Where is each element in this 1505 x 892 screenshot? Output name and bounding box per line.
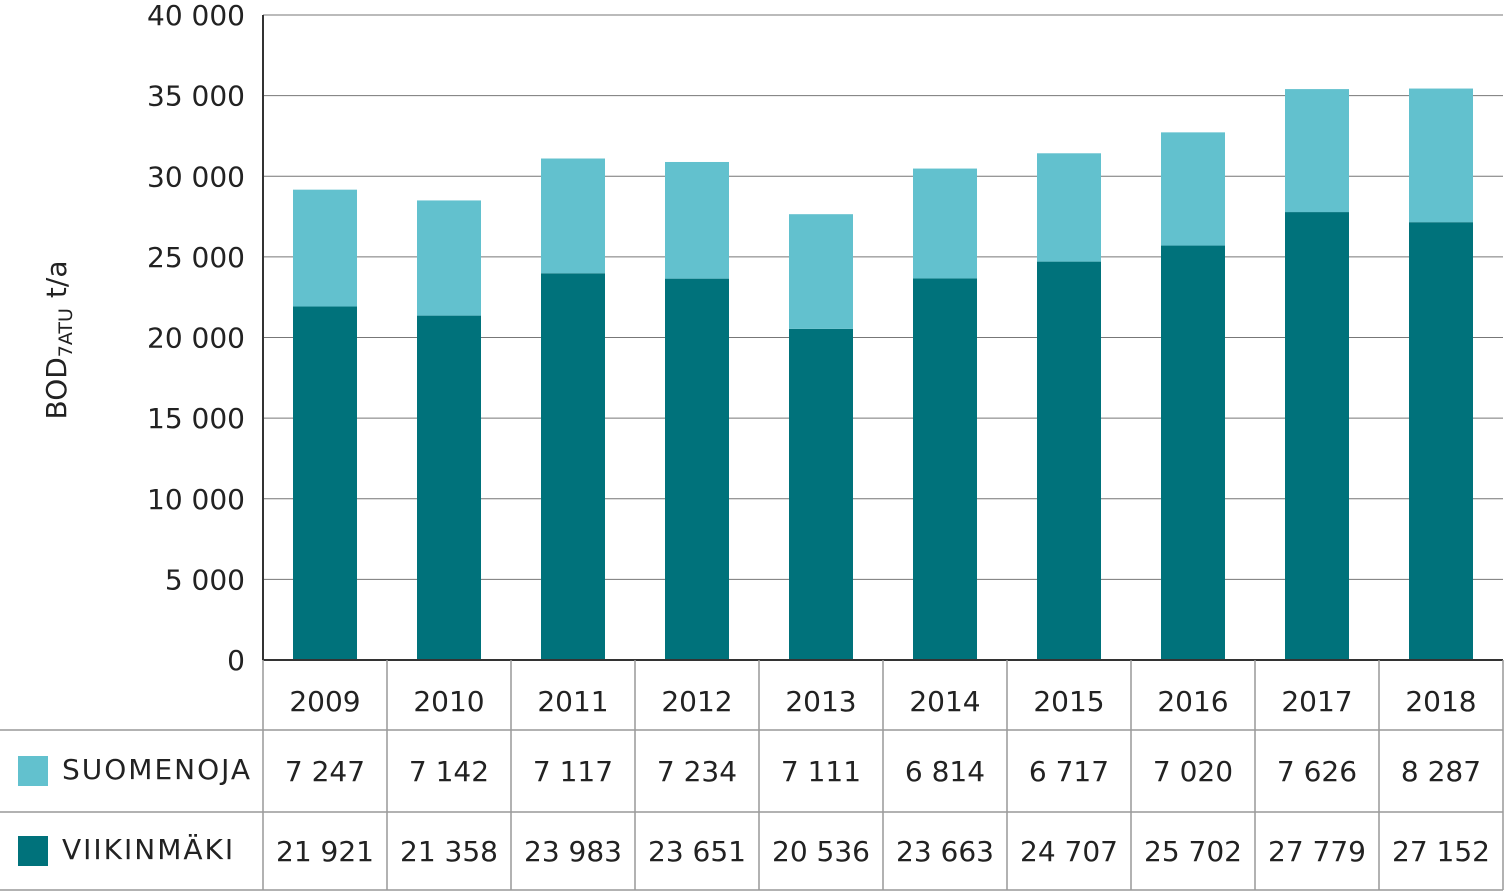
y-tick-label: 5 000 <box>165 563 245 596</box>
table-value: 7 247 <box>285 755 365 788</box>
x-tick-label: 2011 <box>537 685 608 718</box>
bar <box>789 328 853 660</box>
legend-swatch <box>18 836 48 866</box>
legend-swatch <box>18 756 48 786</box>
table-value: 21 921 <box>276 835 374 868</box>
table-value: 6 814 <box>905 755 985 788</box>
x-tick-label: 2010 <box>413 685 484 718</box>
table-value: 23 651 <box>648 835 746 868</box>
table-value: 27 779 <box>1268 835 1366 868</box>
y-tick-label: 25 000 <box>147 241 245 274</box>
bar <box>417 315 481 660</box>
bar <box>1037 261 1101 660</box>
bar <box>1409 88 1473 223</box>
bar <box>1285 89 1349 213</box>
bar <box>665 161 729 279</box>
table-value: 6 717 <box>1029 755 1109 788</box>
table-value: 7 020 <box>1153 755 1233 788</box>
bar <box>789 214 853 329</box>
y-tick-label: 0 <box>227 644 245 677</box>
bar <box>293 189 357 307</box>
x-tick-label: 2017 <box>1281 685 1352 718</box>
legend-label: VIIKINMÄKI <box>62 833 235 866</box>
y-tick-label: 40 000 <box>147 0 245 32</box>
table-value: 24 707 <box>1020 835 1118 868</box>
x-tick-label: 2015 <box>1033 685 1104 718</box>
bar <box>1161 132 1225 246</box>
table-value: 7 111 <box>781 755 861 788</box>
legend-label: SUOMENOJA <box>62 753 252 786</box>
y-label-sub: 7ATU <box>55 308 77 357</box>
table-value: 7 142 <box>409 755 489 788</box>
table-value: 23 983 <box>524 835 622 868</box>
table-value: 7 626 <box>1277 755 1357 788</box>
y-label-unit: t/a <box>40 260 73 298</box>
bar <box>293 306 357 660</box>
bar <box>541 273 605 660</box>
bar <box>913 168 977 279</box>
bar <box>541 158 605 274</box>
x-tick-label: 2018 <box>1405 685 1476 718</box>
x-tick-label: 2014 <box>909 685 980 718</box>
table-value: 7 117 <box>533 755 613 788</box>
table-value: 7 234 <box>657 755 737 788</box>
bar <box>417 200 481 316</box>
y-tick-label: 10 000 <box>147 483 245 516</box>
table-value: 8 287 <box>1401 755 1481 788</box>
table-value: 20 536 <box>772 835 870 868</box>
x-tick-label: 2013 <box>785 685 856 718</box>
bar <box>1161 245 1225 661</box>
y-tick-label: 35 000 <box>147 80 245 113</box>
bar <box>1409 222 1473 660</box>
table-value: 23 663 <box>896 835 994 868</box>
x-tick-label: 2016 <box>1157 685 1228 718</box>
bar <box>913 278 977 660</box>
y-tick-label: 30 000 <box>147 160 245 193</box>
table-value: 27 152 <box>1392 835 1490 868</box>
bar <box>1037 153 1101 262</box>
y-tick-label: 20 000 <box>147 322 245 355</box>
x-tick-label: 2012 <box>661 685 732 718</box>
x-tick-label: 2009 <box>289 685 360 718</box>
table-value: 21 358 <box>400 835 498 868</box>
y-tick-label: 15 000 <box>147 402 245 435</box>
y-axis-label: BOD7ATU t/a <box>40 260 77 419</box>
bar <box>665 278 729 660</box>
y-label-main: BOD <box>40 357 73 419</box>
table-value: 25 702 <box>1144 835 1242 868</box>
bar <box>1285 212 1349 660</box>
